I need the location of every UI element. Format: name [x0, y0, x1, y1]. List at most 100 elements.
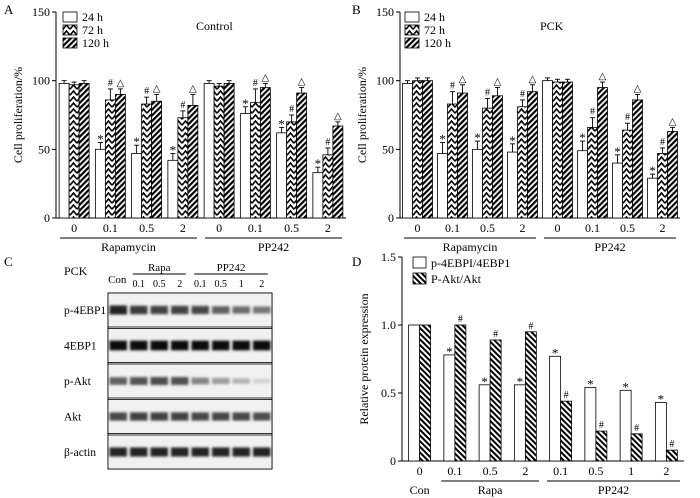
bar — [513, 384, 526, 462]
legend-label: 120 h — [82, 36, 109, 50]
bar — [622, 129, 633, 219]
y-tick-label: 100 — [376, 74, 394, 88]
blot-band — [171, 305, 189, 315]
blot-band — [253, 412, 271, 421]
legend-swatch — [404, 37, 420, 49]
significance-mark: △ — [529, 74, 537, 85]
group-label: PP242 — [598, 483, 629, 497]
legend-swatch — [412, 256, 427, 269]
significance-mark: △ — [262, 72, 270, 83]
bar — [249, 102, 261, 219]
significance-mark: * — [97, 131, 104, 146]
bar — [527, 91, 538, 219]
significance-mark: △ — [669, 116, 677, 127]
bar — [408, 324, 421, 462]
bar — [187, 104, 199, 219]
significance-mark: * — [170, 142, 177, 157]
blot-band — [212, 447, 230, 457]
blot-band — [212, 306, 230, 314]
panel-label-d: D — [352, 254, 361, 269]
blot-lane-dose: 0.1 — [194, 279, 207, 290]
significance-mark: # — [625, 112, 630, 123]
significance-mark: # — [599, 420, 604, 431]
bar — [524, 331, 537, 462]
blot-band — [109, 447, 127, 457]
group-label: PP242 — [594, 240, 625, 254]
bar — [472, 148, 483, 219]
bar — [619, 389, 632, 462]
blot-band — [130, 305, 148, 315]
blot-lane-dose: 2 — [259, 279, 264, 290]
bar — [665, 449, 678, 462]
bar — [482, 107, 493, 219]
significance-mark: △ — [494, 77, 502, 88]
significance-mark: △ — [459, 74, 467, 85]
legend-swatch — [62, 24, 78, 36]
significance-mark: # — [144, 86, 149, 97]
significance-mark: * — [552, 345, 559, 360]
bar — [478, 384, 491, 462]
blot-band — [171, 340, 189, 351]
bar — [68, 84, 80, 219]
y-tick-label: 1.5 — [381, 250, 396, 264]
y-axis-label: Cell proliferation/% — [11, 67, 25, 163]
blot-band — [171, 447, 189, 457]
legend-label: P-Akt/Akt — [431, 272, 482, 286]
x-tick-label: 0 — [417, 464, 423, 478]
significance-mark: * — [446, 344, 453, 359]
y-axis-label: Relative protein expression — [357, 293, 371, 424]
blot-row-label: p-4EBP1 — [64, 305, 106, 317]
bar — [560, 400, 573, 462]
bar — [412, 80, 423, 219]
significance-mark: △ — [189, 83, 197, 94]
blot-band — [191, 340, 209, 351]
bar — [552, 81, 563, 219]
bar — [223, 83, 235, 219]
bar — [177, 117, 189, 219]
bar — [402, 83, 413, 219]
x-tick-label: 1 — [628, 464, 634, 478]
significance-mark: # — [590, 107, 595, 118]
y-tick-label: 150 — [376, 5, 394, 19]
western-blot-panel: PCK Con Rapa PP242 0.1 0.5 2 0.1 0.5 1 2 p-4EBP1 4EB… — [64, 262, 273, 470]
bar — [332, 125, 344, 219]
x-tick-label: 0.5 — [480, 221, 495, 235]
legend-label: p-4EBPI/4EBP1 — [431, 256, 510, 270]
bar — [647, 177, 658, 219]
bar — [587, 126, 598, 219]
blot-band — [212, 412, 230, 421]
y-tick-label: 1.0 — [381, 318, 396, 332]
significance-mark: * — [587, 377, 594, 392]
panel-label-a: A — [4, 2, 14, 17]
blot-rapa-label: Rapa — [148, 262, 171, 274]
y-tick-label: 50 — [382, 142, 394, 156]
x-tick-label: 0.1 — [447, 464, 462, 478]
blot-row-label: p-Akt — [64, 376, 92, 388]
x-tick-label: 0 — [415, 221, 421, 235]
bar — [213, 85, 225, 219]
significance-mark: # — [485, 88, 490, 99]
blot-band — [212, 340, 230, 351]
bar — [167, 159, 179, 219]
blot-lane-dose: 0.5 — [215, 279, 228, 290]
x-tick-label: 2 — [520, 221, 526, 235]
blot-band — [150, 447, 168, 457]
x-tick-label: 2 — [660, 221, 666, 235]
bar — [203, 83, 215, 219]
significance-mark: * — [315, 156, 322, 171]
significance-mark: # — [325, 137, 330, 148]
significance-mark: * — [579, 130, 586, 145]
significance-mark: # — [450, 81, 455, 92]
blot-lane-dose: 1 — [239, 279, 244, 290]
significance-mark: * — [474, 130, 481, 145]
x-tick-label: 0.1 — [553, 464, 568, 478]
x-tick-label: 0.1 — [248, 221, 263, 235]
legend-label: 24 h — [82, 10, 103, 24]
bar — [104, 99, 116, 219]
y-tick-label: 0 — [390, 454, 396, 468]
bar — [667, 131, 678, 219]
significance-mark: # — [253, 78, 258, 89]
y-tick-label: 100 — [32, 74, 50, 88]
blot-band — [232, 306, 250, 314]
blot-band — [150, 412, 168, 421]
